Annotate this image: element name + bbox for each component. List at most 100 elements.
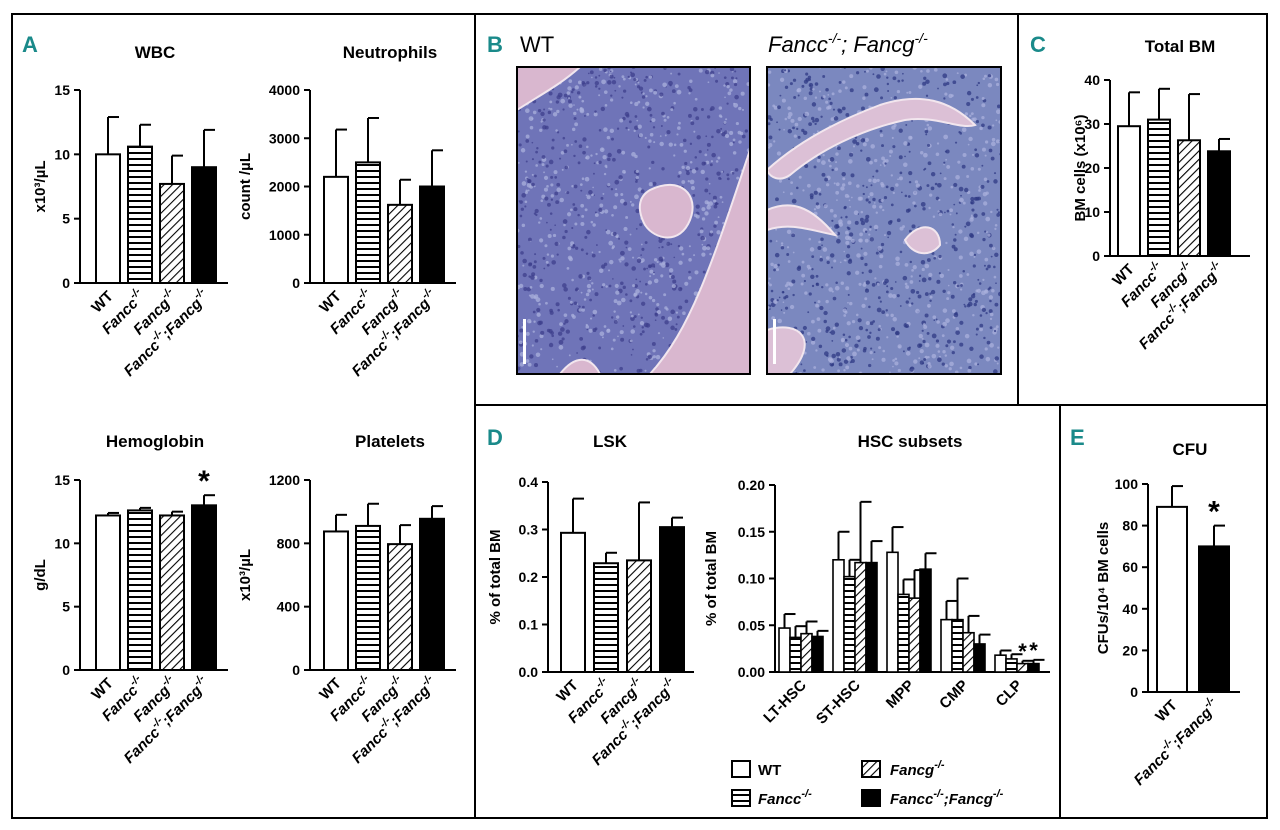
- bar: [593, 562, 619, 673]
- panel-letter-d: D: [487, 425, 503, 450]
- panel-frames: [11, 13, 1268, 819]
- histology-label-wt: WT: [520, 32, 554, 57]
- y-tick-label: 80: [1122, 518, 1138, 534]
- x-category-label: ST-HSC: [813, 677, 864, 728]
- bar: [1117, 125, 1141, 257]
- bar: [919, 568, 932, 673]
- y-tick-label: 0.3: [519, 522, 539, 538]
- bar: [897, 593, 910, 673]
- bar: [811, 635, 824, 673]
- chart-title: HSC subsets: [858, 432, 963, 451]
- chart-title: LSK: [593, 432, 628, 451]
- x-category-label: LT-HSC: [760, 677, 810, 727]
- scale-bar: [773, 319, 776, 364]
- outer-frame: [11, 13, 1268, 819]
- y-tick-label: 30: [1084, 116, 1100, 132]
- bar: [95, 514, 121, 672]
- panel-letter-a: A: [22, 32, 38, 57]
- bone-trabecula: [903, 226, 942, 255]
- bar: [355, 524, 381, 672]
- legend-label-fancg: Fancg-/-: [890, 759, 945, 779]
- legend-swatch-wt: [731, 760, 751, 778]
- bar: [1016, 662, 1029, 673]
- y-tick-label: 0: [292, 662, 300, 678]
- y-tick-label: 3000: [269, 130, 300, 146]
- tissue: [767, 67, 1001, 374]
- bar: [159, 182, 185, 284]
- y-axis-label: x10³/µL: [237, 549, 254, 601]
- y-tick-label: 0.10: [738, 571, 765, 587]
- y-tick-label: 0: [292, 275, 300, 291]
- bar: [951, 618, 964, 673]
- bar: [832, 558, 845, 673]
- y-axis-label: % of total BM: [703, 531, 720, 626]
- chart-title: Platelets: [355, 432, 425, 451]
- y-tick-label: 0.1: [519, 617, 539, 633]
- chart-wbc: 051015WBCx10³/µLWTFancc-/-Fancg-/-Fancc-…: [32, 43, 228, 380]
- micrograph-wt: [516, 66, 751, 375]
- significance-star: *: [1018, 639, 1027, 664]
- bar: [994, 654, 1007, 673]
- chart-title: WBC: [135, 43, 176, 62]
- y-tick-label: 15: [54, 82, 70, 98]
- bone-trabecula: [638, 183, 694, 239]
- bar: [659, 526, 685, 673]
- bar: [387, 203, 413, 285]
- y-tick-label: 15: [54, 472, 70, 488]
- scale-bar: [523, 319, 526, 364]
- y-axis-label: % of total BM: [487, 530, 504, 625]
- bar: [800, 632, 813, 673]
- y-tick-label: 20: [1122, 642, 1138, 658]
- bar: [789, 636, 802, 673]
- histology-panel: WT Fancc-/-; Fancg-/-: [516, 30, 1002, 375]
- bar: [1147, 118, 1171, 257]
- x-category-label: CLP: [993, 677, 1026, 710]
- y-tick-label: 10: [1084, 204, 1100, 220]
- legend-swatch-fancc: [731, 789, 751, 807]
- legend-label-fancc: Fancc-/-: [758, 788, 812, 808]
- y-tick-label: 0.15: [738, 524, 765, 540]
- x-category-label: WT: [1152, 697, 1181, 726]
- y-tick-label: 1000: [269, 227, 300, 243]
- y-tick-label: 0.4: [519, 474, 539, 490]
- y-tick-label: 60: [1122, 559, 1138, 575]
- y-tick-label: 0.05: [738, 617, 765, 633]
- tissue: [517, 67, 750, 374]
- y-tick-label: 4000: [269, 82, 300, 98]
- significance-star: *: [1029, 638, 1038, 663]
- legend-label-wt: WT: [758, 762, 781, 779]
- chart-title: Hemoglobin: [106, 432, 204, 451]
- bar: [962, 631, 975, 673]
- bar: [1207, 150, 1231, 257]
- y-axis-label: g/dL: [32, 559, 49, 591]
- x-category-label: MPP: [883, 677, 918, 712]
- bar: [191, 504, 217, 672]
- bar: [1027, 662, 1040, 673]
- chart-title: Total BM: [1145, 37, 1216, 56]
- panel-letter-c: C: [1030, 32, 1046, 57]
- bar: [1005, 658, 1018, 673]
- y-tick-label: 0.2: [519, 569, 539, 585]
- chart-title: CFU: [1173, 440, 1208, 459]
- panel-letter-b: B: [487, 32, 503, 57]
- y-tick-label: 40: [1084, 72, 1100, 88]
- bone-trabecula: [767, 204, 838, 237]
- y-tick-label: 40: [1122, 601, 1138, 617]
- bar: [355, 161, 381, 284]
- y-tick-label: 100: [1115, 476, 1139, 492]
- bar: [419, 517, 445, 672]
- bar: [387, 543, 413, 671]
- y-tick-label: 0: [62, 275, 70, 291]
- cell-texture: [517, 67, 750, 374]
- bar: [1198, 545, 1230, 694]
- y-tick-label: 20: [1084, 160, 1100, 176]
- bar: [908, 597, 921, 673]
- micrograph-frame: [766, 66, 1002, 375]
- y-tick-label: 400: [277, 599, 301, 615]
- y-tick-label: 0.0: [519, 664, 539, 680]
- bar: [778, 627, 791, 673]
- chart-hsc-subsets: 0.00 0.05 0.10 0.15 0.20 HSC subsets % of tota…: [703, 432, 1050, 728]
